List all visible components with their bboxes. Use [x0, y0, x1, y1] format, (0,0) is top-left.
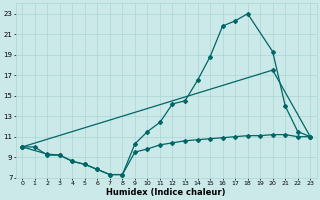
X-axis label: Humidex (Indice chaleur): Humidex (Indice chaleur)	[107, 188, 226, 197]
